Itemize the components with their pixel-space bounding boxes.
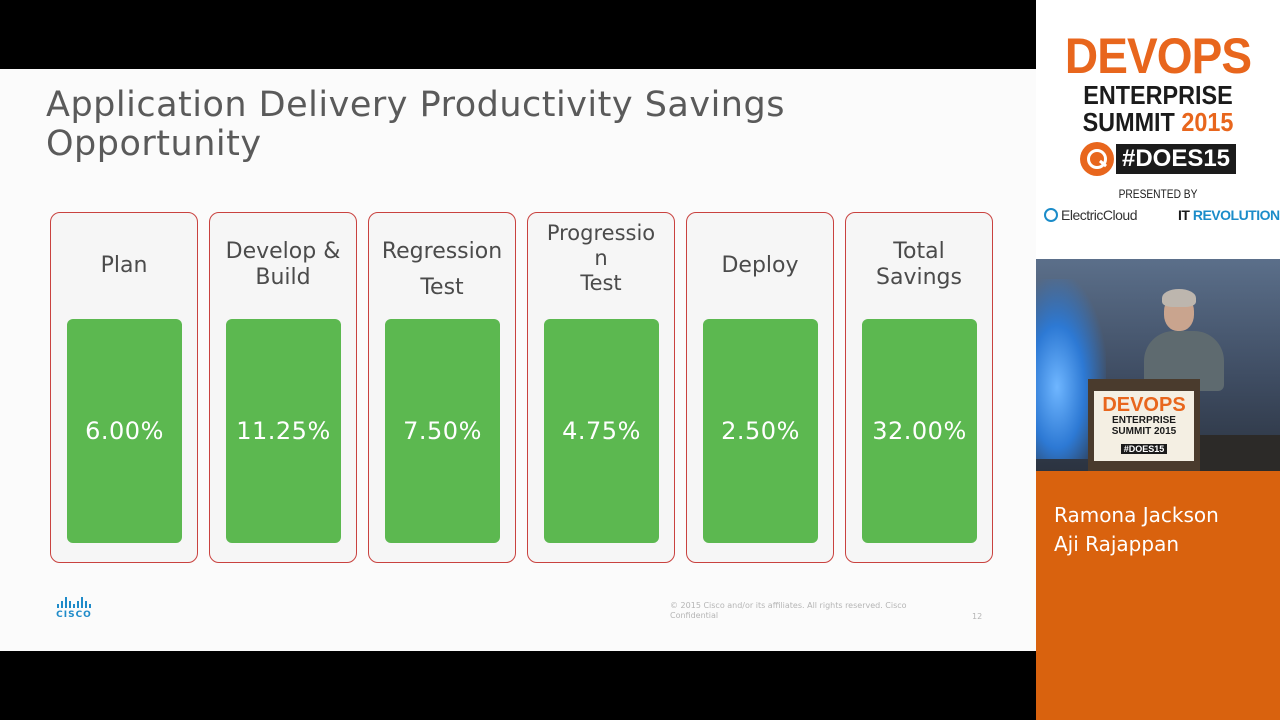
stage-value-box: 2.50% — [703, 319, 818, 543]
stage-value: 7.50% — [403, 417, 482, 445]
stage-card-total-savings: Total Savings 32.00% — [845, 212, 993, 563]
sponsor-electric-cloud: ElectricCloud — [1044, 207, 1137, 223]
side-panel: DEVOPS ENTERPRISE SUMMIT 2015 #DOES15 PR… — [1036, 0, 1280, 720]
sponsor-electric-cloud-label: ElectricCloud — [1061, 207, 1137, 223]
podium-sign-devops: DEVOPS — [1102, 394, 1186, 416]
stage-value-box: 32.00% — [862, 319, 977, 543]
podium-sign: DEVOPS ENTERPRISE SUMMIT 2015 #DOES15 — [1094, 391, 1194, 461]
stage-value-box: 7.50% — [385, 319, 500, 543]
stage-label: Progressio n Test — [546, 221, 656, 295]
stage-label: Plan — [100, 253, 148, 278]
event-logo-devops: DEVOPS — [1064, 28, 1252, 84]
copyright-text: © 2015 Cisco and/or its affiliates. All … — [670, 601, 907, 620]
stage-card-plan: Plan 6.00% — [50, 212, 198, 563]
stage-value: 2.50% — [721, 417, 800, 445]
cisco-logo: CISCO — [52, 597, 96, 623]
stage-value: 32.00% — [872, 417, 967, 445]
sponsor-it-revolution: IT REVOLUTION — [1178, 207, 1280, 223]
hashtag-row: #DOES15 — [1036, 142, 1280, 176]
stage-card-progression-test: Progressio n Test 4.75% — [527, 212, 675, 563]
sponsor-revolution-label: REVOLUTION — [1192, 207, 1280, 223]
stage-card-deploy: Deploy 2.50% — [686, 212, 834, 563]
stage-label: Deploy — [721, 253, 799, 278]
stage-table — [1200, 435, 1280, 471]
event-logo: DEVOPS ENTERPRISE SUMMIT 2015 #DOES15 — [1036, 30, 1280, 176]
does-q-icon — [1079, 142, 1114, 176]
podium: DEVOPS ENTERPRISE SUMMIT 2015 #DOES15 — [1088, 379, 1200, 471]
electric-cloud-icon — [1044, 208, 1058, 222]
cisco-wordmark: CISCO — [56, 610, 92, 620]
event-logo-summit: SUMMIT 2015 — [1048, 109, 1268, 136]
stage-value: 11.25% — [236, 417, 331, 445]
slide: Application Delivery Productivity Saving… — [0, 69, 1036, 651]
stage-value-box: 6.00% — [67, 319, 182, 543]
event-logo-enterprise: ENTERPRISE — [1083, 80, 1233, 110]
stage-label: Regression Test — [381, 239, 503, 300]
sponsor-it-label: IT — [1178, 207, 1190, 223]
stage-value: 6.00% — [85, 417, 164, 445]
podium-sign-summit: SUMMIT 2015 — [1111, 426, 1177, 437]
stage-label: Total Savings — [876, 239, 962, 290]
podium-sign-enterprise: ENTERPRISE — [1112, 415, 1176, 426]
speaker-name: Aji Rajappan — [1054, 532, 1179, 556]
speaker-hair — [1162, 289, 1196, 307]
event-hashtag: #DOES15 — [1115, 144, 1237, 174]
event-logo-year: 2015 — [1181, 107, 1234, 137]
slide-title: Application Delivery Productivity Saving… — [46, 85, 785, 164]
speaker-video: DEVOPS ENTERPRISE SUMMIT 2015 #DOES15 — [1036, 259, 1280, 471]
stage-value: 4.75% — [562, 417, 641, 445]
speaker-names-panel: Ramona Jackson Aji Rajappan — [1036, 471, 1280, 720]
cisco-bars-icon — [52, 597, 96, 608]
stage-card-develop-build: Develop & Build 11.25% — [209, 212, 357, 563]
presented-by: PRESENTED BY — [1118, 187, 1198, 201]
stage-value-box: 4.75% — [544, 319, 659, 543]
stage-value-box: 11.25% — [226, 319, 341, 543]
podium-sign-hashtag: #DOES15 — [1120, 444, 1168, 454]
event-logo-summit-word: SUMMIT — [1082, 107, 1175, 137]
stage-card-regression-test: Regression Test 7.50% — [368, 212, 516, 563]
page-number: 12 — [972, 612, 983, 621]
stage-label: Develop & Build — [225, 239, 341, 290]
speaker-name: Ramona Jackson — [1054, 503, 1219, 527]
